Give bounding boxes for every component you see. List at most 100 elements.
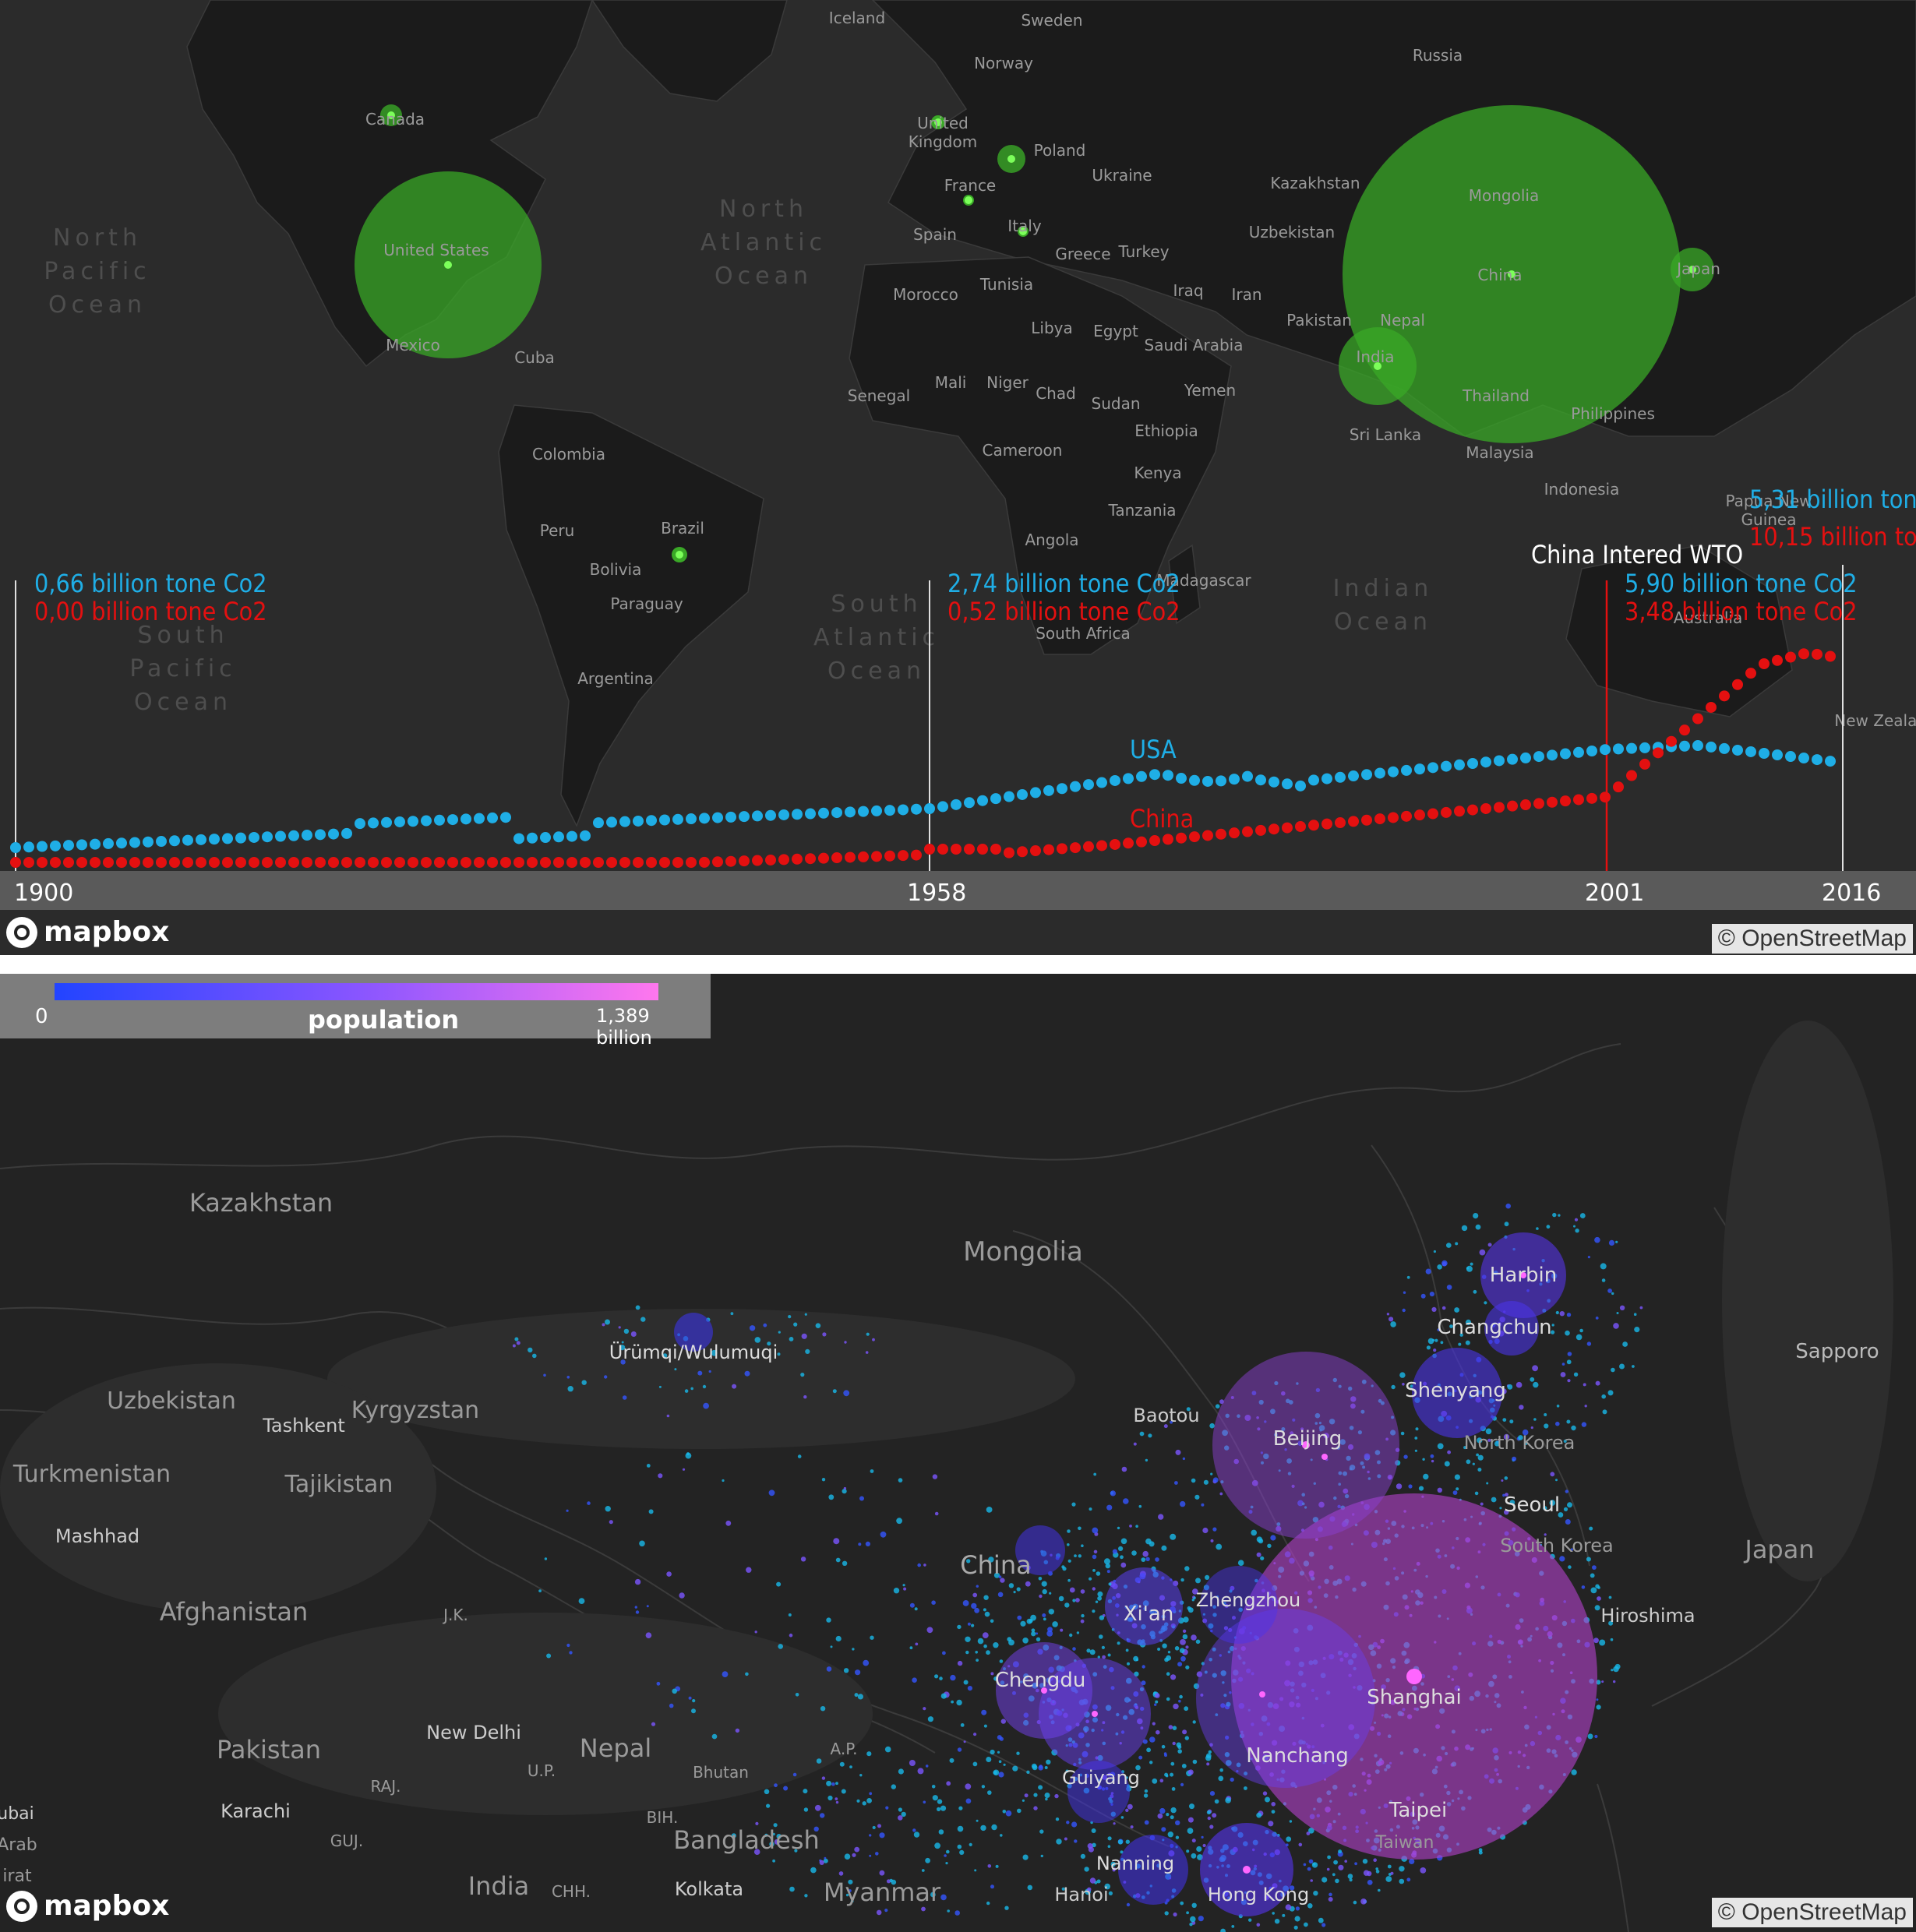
population-dot: [1107, 1845, 1111, 1848]
usa-point: [37, 841, 48, 852]
china-point: [1123, 837, 1134, 849]
bubble-lanzhou[interactable]: [1015, 1525, 1065, 1575]
china-point: [1613, 781, 1624, 793]
co2-world-map[interactable]: North Pacific Ocean North Atlantic Ocean Sou…: [0, 0, 1916, 955]
population-dot: [872, 1338, 875, 1341]
population-dot: [1418, 1486, 1424, 1491]
population-dot: [877, 1824, 881, 1828]
population-dot: [566, 1509, 569, 1512]
bubble-nanchang[interactable]: [1196, 1609, 1375, 1788]
china-population-map[interactable]: Kazakhstan Mongolia Ürümqi/Wulumuqi Harbin C…: [0, 974, 1916, 1932]
population-dot: [984, 1611, 990, 1617]
population-dot: [1042, 1588, 1047, 1595]
population-dot: [684, 1389, 689, 1393]
population-dot: [1159, 1779, 1164, 1782]
africa-land: [849, 256, 1232, 655]
usa-point: [315, 829, 326, 841]
year-1900: 1900: [14, 880, 73, 907]
bubble-zhengzhou[interactable]: [1200, 1566, 1278, 1644]
population-dot: [956, 1699, 962, 1706]
population-dot: [1561, 1363, 1565, 1366]
usa-point: [408, 816, 418, 827]
population-dot: [1502, 1418, 1507, 1422]
population-dot: [1133, 1442, 1137, 1446]
place-chengdu: Chengdu: [995, 1669, 1086, 1692]
population-dot: [845, 1893, 849, 1897]
south-america-land: [498, 404, 764, 827]
population-dot: [990, 1749, 995, 1755]
population-dot: [690, 1387, 693, 1391]
china-point: [1560, 795, 1571, 807]
population-dot: [1144, 1820, 1149, 1825]
population-dot: [730, 1312, 734, 1316]
population-dot: [1473, 1289, 1477, 1294]
timeline-bar[interactable]: [0, 871, 1916, 910]
population-dot: [1441, 1260, 1448, 1267]
usa-point: [884, 805, 895, 816]
population-dot: [1089, 1577, 1092, 1581]
population-dot: [1532, 1365, 1538, 1372]
bubble-nanning[interactable]: [1118, 1835, 1188, 1905]
population-dot: [1586, 1557, 1591, 1562]
population-dot: [1474, 1491, 1479, 1496]
place-yemen: Yemen: [1184, 381, 1236, 400]
population-dot: [1550, 1472, 1555, 1477]
population-dot: [1274, 1919, 1280, 1924]
population-dot: [1180, 1578, 1184, 1582]
population-dot: [1437, 1328, 1441, 1331]
place-new-delhi: New Delhi: [426, 1722, 521, 1743]
mapbox-logo[interactable]: mapbox: [6, 916, 169, 948]
emission-bubbles: [355, 104, 1714, 562]
population-dot: [839, 1761, 845, 1767]
usa-point: [1414, 763, 1425, 775]
china-point: [394, 857, 405, 868]
population-dot: [848, 1879, 853, 1884]
population-dot: [1289, 1820, 1293, 1823]
population-dot: [1210, 1539, 1214, 1542]
population-dot: [1610, 1638, 1614, 1641]
population-dot: [909, 1760, 916, 1766]
bubble-shenyang[interactable]: [1412, 1348, 1502, 1438]
population-dot: [940, 1894, 947, 1901]
bubble-centers: [387, 111, 1696, 559]
bubble-urumqi[interactable]: [674, 1313, 713, 1352]
population-dot: [1193, 1596, 1196, 1599]
place-kazakhstan: Kazakhstan: [1270, 174, 1360, 192]
population-dot: [1430, 1454, 1434, 1458]
usa-point: [302, 830, 312, 841]
population-dot: [1237, 1560, 1244, 1566]
population-dot: [884, 1909, 888, 1913]
usa-point: [1136, 770, 1147, 782]
place-guj: GUJ.: [330, 1832, 363, 1850]
place-seoul: Seoul: [1504, 1493, 1560, 1517]
china-point: [712, 856, 723, 868]
population-dot: [1168, 1725, 1173, 1729]
population-dot: [1307, 1867, 1311, 1871]
population-dot: [1354, 1862, 1357, 1866]
population-dot: [1544, 1413, 1547, 1416]
population-dot: [1087, 1843, 1093, 1849]
place-afghanistan: Afghanistan: [160, 1597, 309, 1627]
bubble-guiyang[interactable]: [1067, 1761, 1130, 1823]
population-dot: [852, 1853, 856, 1857]
population-dot: [1575, 1229, 1579, 1233]
bubble-xian[interactable]: [1105, 1567, 1183, 1645]
population-dot: [648, 1509, 654, 1514]
population-dot: [990, 1672, 994, 1676]
population-dot: [1431, 1306, 1437, 1312]
mapbox-logo-bottom[interactable]: mapbox: [6, 1890, 169, 1922]
population-dot: [854, 1846, 860, 1853]
bubble-changchun[interactable]: [1484, 1301, 1539, 1356]
population-dot: [1463, 1446, 1467, 1450]
population-dot: [1216, 1543, 1223, 1550]
population-dot: [976, 1819, 979, 1822]
osm-attribution-link[interactable]: © OpenStreetMap: [1711, 924, 1913, 954]
population-dot: [967, 1622, 971, 1626]
population-dot: [1570, 1548, 1574, 1551]
population-dot: [983, 1644, 987, 1648]
population-dot: [1226, 1701, 1231, 1707]
osm-attribution-link-bottom[interactable]: © OpenStreetMap: [1711, 1898, 1913, 1927]
population-dot: [1225, 1760, 1232, 1766]
population-dot: [1501, 1388, 1507, 1394]
population-dot: [711, 1349, 718, 1356]
